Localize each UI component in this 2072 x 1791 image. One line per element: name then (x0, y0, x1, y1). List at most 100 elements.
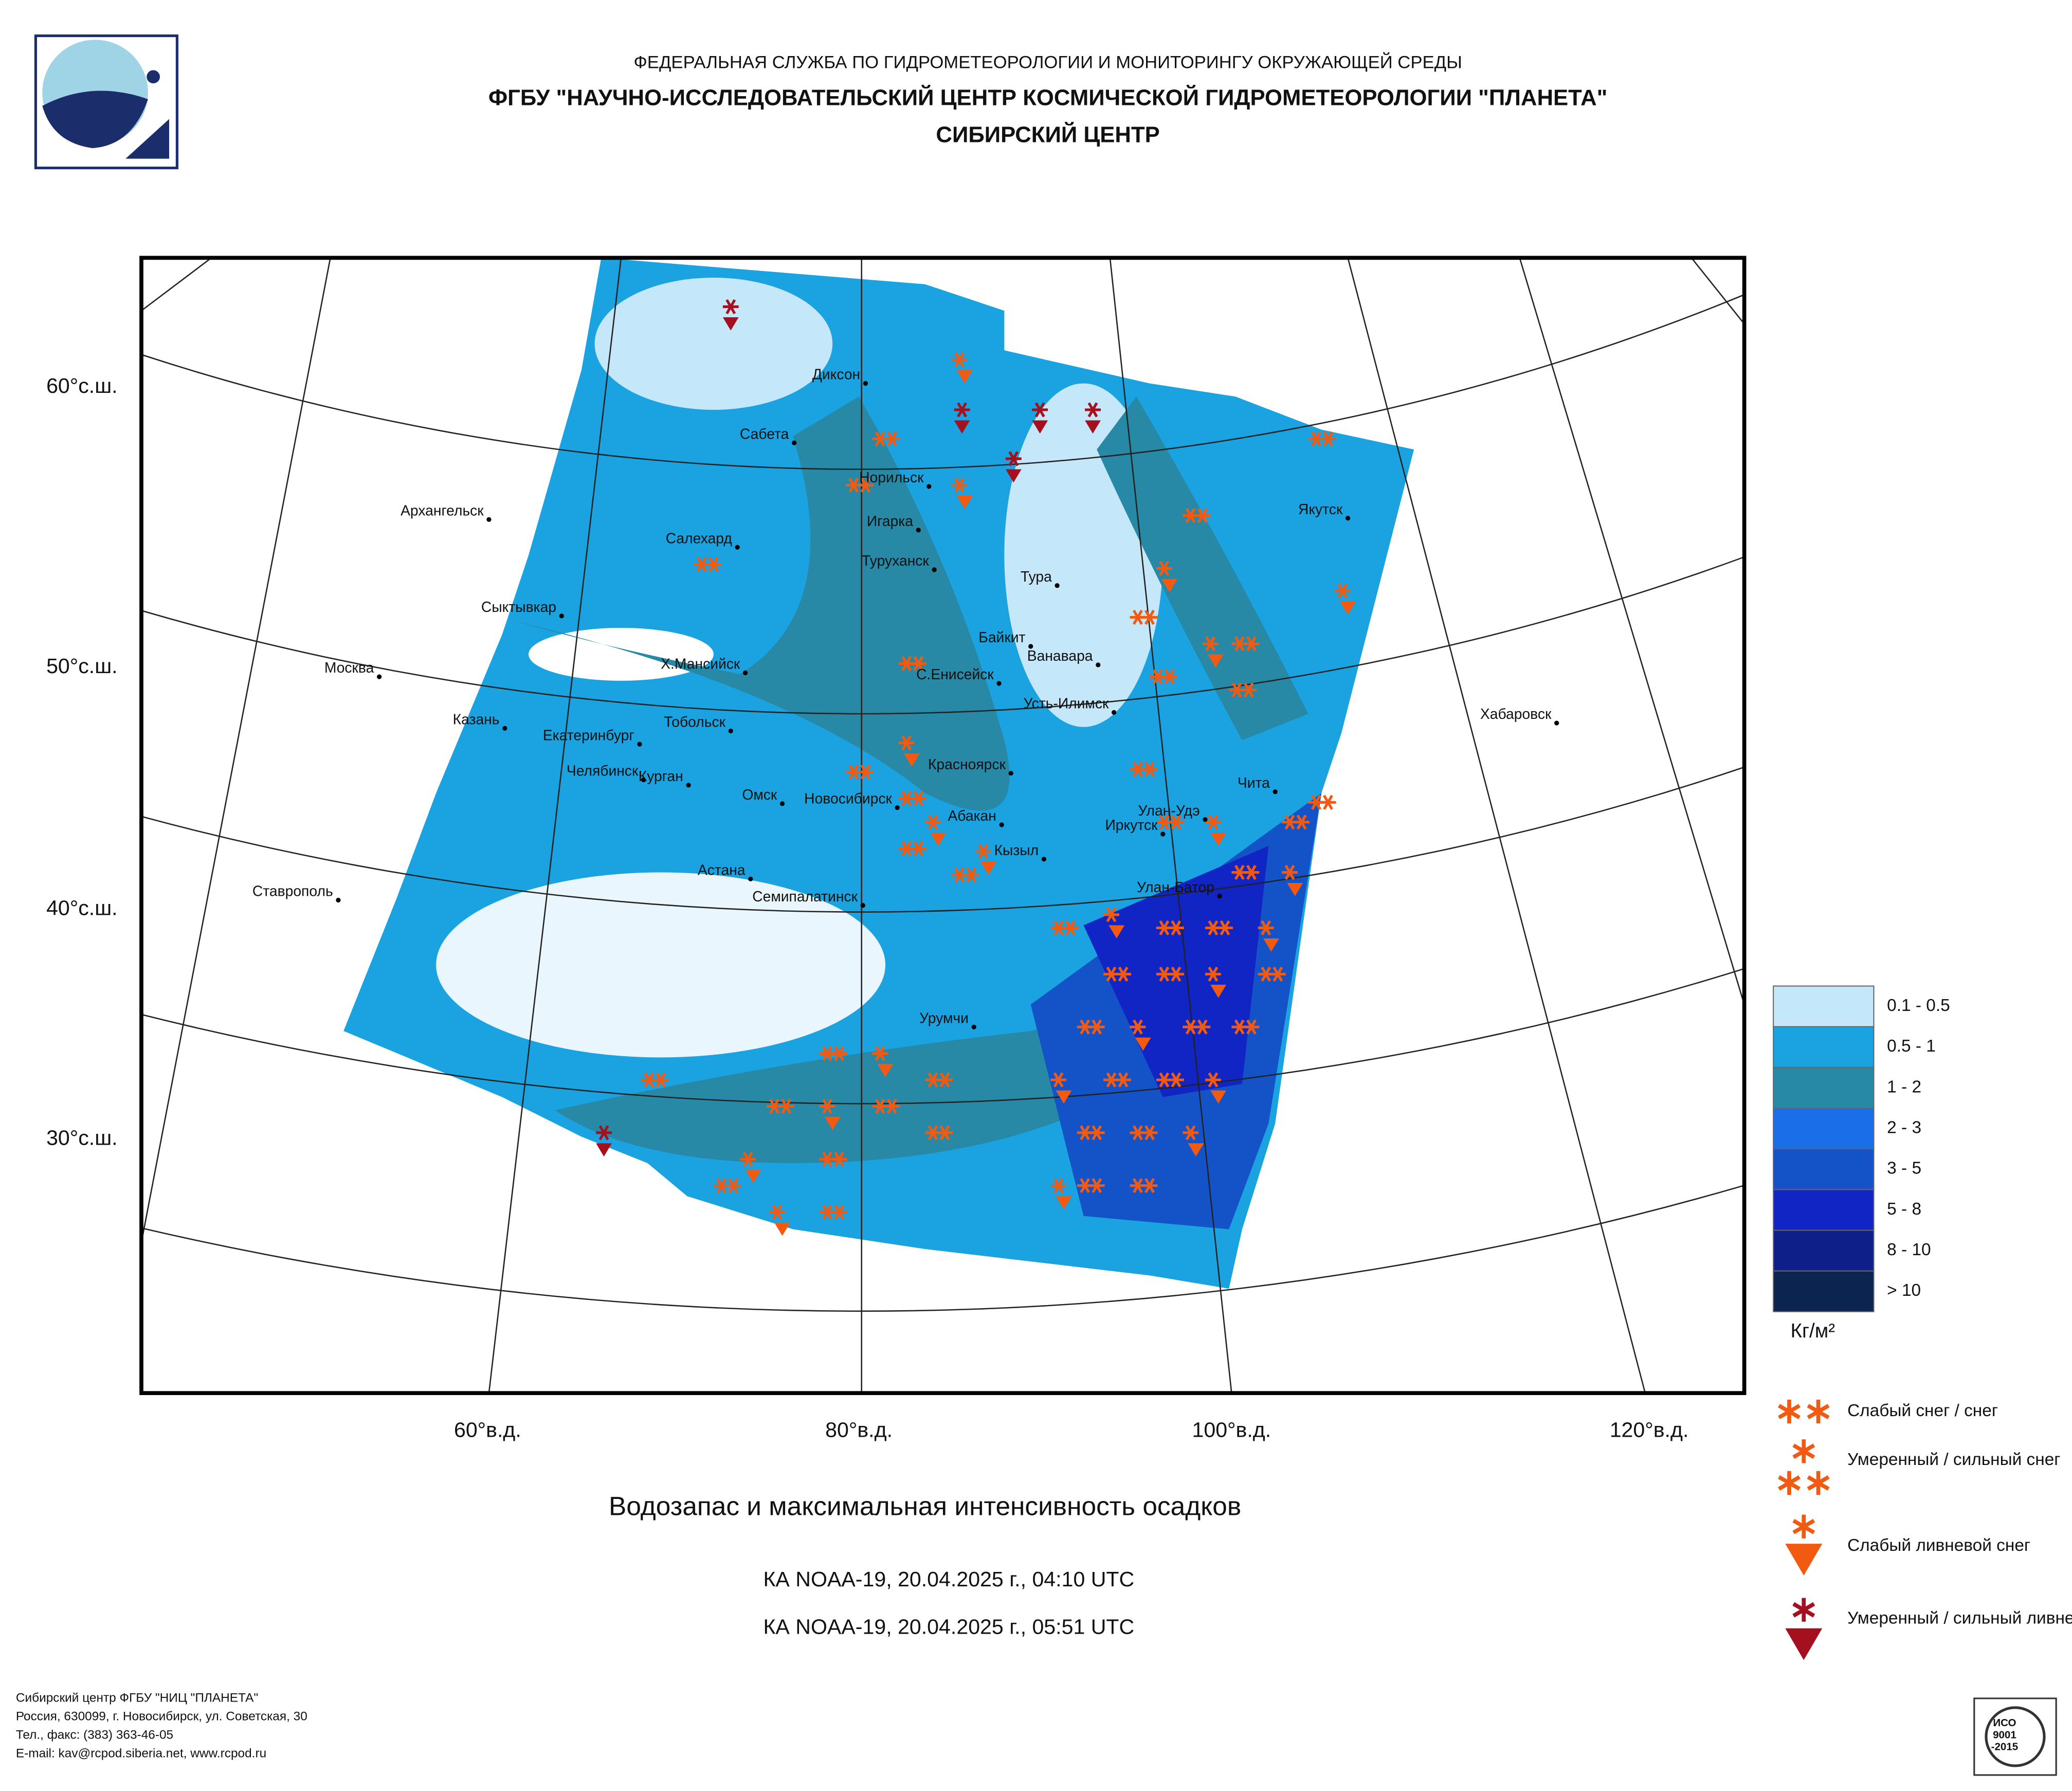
city-dot (996, 681, 1002, 686)
shower-triangle (596, 1143, 612, 1157)
shower-triangle (824, 1117, 841, 1130)
cloud-light (594, 277, 833, 410)
star-stroke (1087, 402, 1098, 418)
star-stroke (1144, 609, 1155, 625)
city-dot (1160, 831, 1166, 837)
city-label: Х.Мансийск (661, 655, 740, 672)
city-dot (559, 613, 564, 619)
star-stroke (1234, 1019, 1245, 1035)
city-label: Тобольск (664, 714, 725, 730)
city-dot (999, 822, 1004, 827)
graticule (141, 258, 1744, 1394)
precip-symbols (596, 299, 1356, 1236)
footer-line: Тел., факс: (383) 363-46-05 (16, 1728, 173, 1742)
legend-swatch (1773, 1229, 1875, 1272)
star-stroke (1197, 1019, 1208, 1035)
shower-triangle (1005, 469, 1022, 483)
agency: ФЕДЕРАЛЬНАЯ СЛУЖБА ПО ГИДРОМЕТЕОРОЛОГИИ … (633, 52, 1462, 73)
city-dot (792, 440, 797, 445)
star-stroke (1337, 583, 1348, 599)
meridian (1109, 258, 1232, 1394)
pass: КА NOAA-19, 20.04.2025 г., 05:51 UTC (763, 1615, 1134, 1639)
city-label: Екатеринбург (543, 727, 634, 743)
city-label: Иркутск (1105, 817, 1158, 833)
shower-triangle (1135, 1037, 1151, 1051)
star-stroke (769, 1098, 780, 1114)
star-stroke (1171, 966, 1182, 982)
city-dot (895, 805, 900, 810)
star-stroke (1311, 794, 1321, 810)
shower-triangle (956, 370, 973, 384)
star-stroke (1106, 907, 1117, 922)
city-label: Якутск (1298, 501, 1343, 517)
star-stroke (1065, 920, 1076, 936)
star-stroke (875, 1045, 885, 1061)
star-stroke (696, 557, 707, 572)
star-stroke (939, 1125, 950, 1141)
city-dot (863, 381, 868, 386)
star-stroke (822, 1204, 832, 1220)
meridian (488, 258, 622, 1394)
lat-label: 60°с.ш. (46, 374, 118, 397)
star-stroke (1152, 669, 1163, 684)
star-stroke (1261, 966, 1271, 982)
star-stroke (644, 1072, 654, 1088)
lon-label: 100°в.д. (1192, 1418, 1271, 1442)
star-stroke (913, 790, 924, 806)
shower-triangle (903, 753, 920, 767)
star-stroke (928, 1072, 938, 1088)
star-stroke (1205, 636, 1216, 652)
legend-symbol: Слабый ливневой снег (1847, 1536, 2030, 1555)
star-stroke (1171, 1072, 1182, 1088)
star-stroke (1159, 1072, 1170, 1088)
shower-triangle (877, 1064, 894, 1077)
star-stroke (1080, 1178, 1090, 1193)
legend-swatch (1773, 985, 1875, 1027)
center: СИБИРСКИЙ ЦЕНТР (936, 121, 1159, 147)
city-label: С.Енисейск (916, 666, 994, 682)
cloud-band (515, 396, 1010, 811)
star-stroke (1080, 1019, 1090, 1035)
shower-triangle (745, 1169, 761, 1183)
star-stroke (1092, 1125, 1102, 1141)
legend-label: 2 - 3 (1887, 1118, 1921, 1137)
star-stroke (1159, 560, 1170, 576)
legend-triangle (1785, 1628, 1823, 1660)
legend-label: 3 - 5 (1887, 1159, 1921, 1178)
city-label: Ставрополь (252, 883, 333, 899)
shower-triangle (980, 861, 996, 875)
city-label: Семипалатинск (752, 888, 858, 904)
star-stroke (939, 1072, 950, 1088)
legend-star (1792, 1602, 1815, 1618)
star-stroke (1118, 966, 1129, 982)
city-label: Норильск (859, 469, 924, 485)
shower-triangle (956, 496, 973, 509)
star-stroke (1132, 762, 1143, 777)
city-label: Улан-Удэ (1138, 802, 1199, 819)
city-label: Чита (1238, 774, 1270, 791)
star-stroke (901, 841, 912, 856)
shower-triangle (1032, 420, 1048, 434)
city-label: Москва (324, 659, 374, 676)
city-label: Игарка (867, 513, 913, 529)
star-stroke (834, 1151, 844, 1167)
legend-swatch (1773, 1026, 1875, 1068)
city-dot (641, 777, 646, 783)
star-stroke (957, 402, 968, 418)
star-stroke (1053, 1178, 1064, 1193)
star-stroke (886, 431, 897, 447)
star-stroke (598, 1125, 609, 1141)
city-dot (916, 528, 921, 533)
certificate-text: 9001 (1993, 1729, 2016, 1741)
star-stroke (954, 477, 965, 493)
shower-triangle (774, 1222, 790, 1236)
star-stroke (1144, 1178, 1155, 1193)
city-dot (1041, 857, 1047, 862)
star-stroke (822, 1151, 832, 1167)
city-dot (1554, 720, 1559, 726)
certificate-ring (1985, 1706, 2046, 1767)
shower-triangle (1287, 883, 1303, 896)
footer-line: E-mail: kav@rcpod.siberia.net, www.rcpod… (16, 1746, 266, 1760)
star-stroke (860, 764, 871, 780)
shower-triangle (1056, 1090, 1072, 1104)
